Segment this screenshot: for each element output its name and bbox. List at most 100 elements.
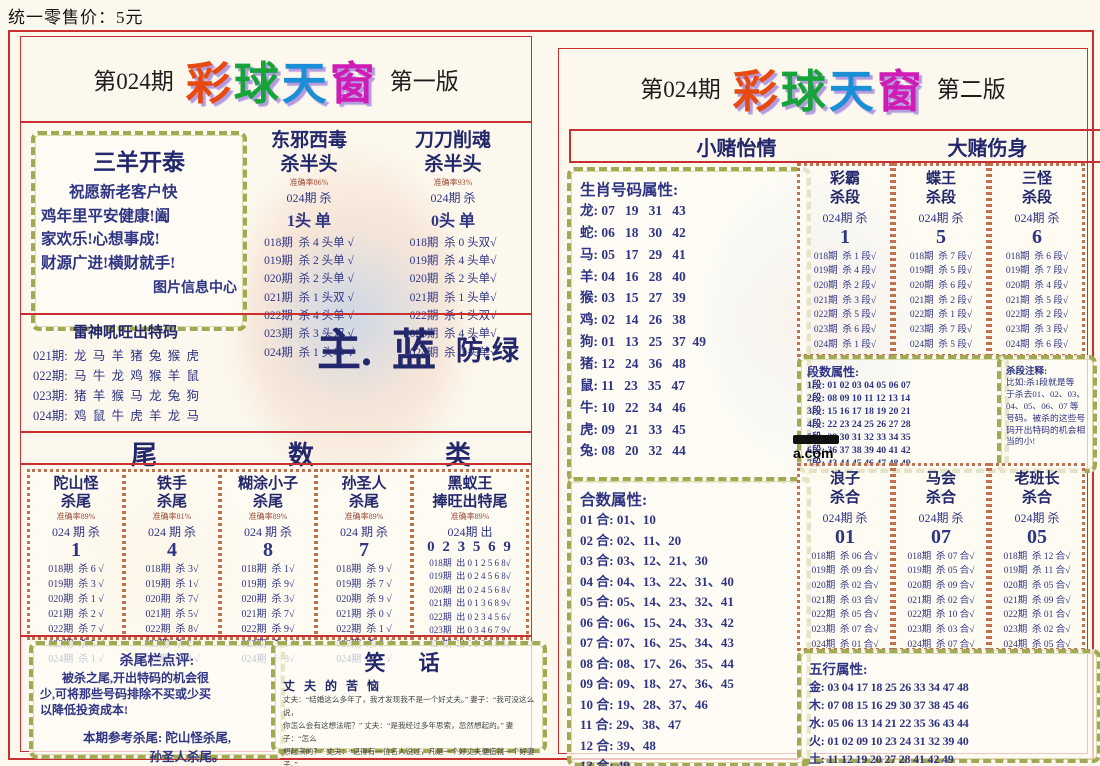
- record-row: 羊: 04 16 28 40: [580, 268, 686, 284]
- record-row: 019期 杀 7 段√: [1005, 266, 1069, 277]
- record-row: 018期 杀 6 √: [48, 564, 104, 575]
- record-row: 021期: 龙 马 羊 猪 兔 猴 虎: [33, 349, 199, 363]
- box-subtitle: 杀段: [1021, 189, 1052, 206]
- current-pick: 05: [1027, 525, 1047, 548]
- box-subtitle: 杀尾: [252, 494, 283, 510]
- record-row: 蛇: 06 18 30 42: [580, 224, 686, 240]
- paper-sheet: 第024期 彩球天窗 第一版 三羊开泰 祝愿新老客户快 鸡年里平安健康!阖 家欢…: [8, 30, 1100, 766]
- greeting-title: 三羊开泰: [93, 150, 185, 175]
- record-row: 023期 杀 3 头双 √: [264, 328, 354, 341]
- record-row: 021期 杀 3 段√: [813, 295, 877, 306]
- record-row: 狗: 01 13 25 37 49: [580, 334, 706, 350]
- record-row: 021期 杀 1 头单√: [409, 291, 497, 304]
- segment-table-title: 段数属性:: [807, 365, 859, 379]
- kill-tail-box: 铁手 杀尾 准确率81% 024 期 杀 4 018期 杀 3√ 019期 杀 …: [123, 469, 221, 665]
- record-row: 020期 杀 02 合√: [811, 580, 879, 591]
- record-row: 08 合: 08、17、26、35、44: [580, 655, 734, 671]
- record-row: 火: 01 02 09 10 23 24 31 32 39 40: [809, 734, 969, 748]
- kill-sum-box: 老班长 杀合 024期 杀 05 018期 杀 12 合√ 019期 杀 11 …: [989, 463, 1085, 651]
- main-color-pick: 蓝: [392, 326, 436, 375]
- zodiac-rows: 龙: 07 19 31 43 蛇: 06 18 30 42 马: 05 17 2…: [580, 200, 798, 462]
- current-issue-label: 024期 杀: [918, 210, 964, 225]
- record-row: 022期 杀 7 √: [48, 624, 104, 635]
- record-row: 3段: 15 16 17 18 19 20 21: [807, 405, 911, 417]
- current-issue-label: 024期 出: [447, 525, 493, 539]
- record-row: 11 合: 29、38、47: [580, 717, 682, 733]
- current-pick: 8: [263, 539, 273, 561]
- watermark-bar: [793, 435, 839, 444]
- kill-sum-box: 浪子 杀合 024期 杀 01 018期 杀 06 合√ 019期 杀 09 合…: [797, 463, 893, 651]
- accuracy-label: 准确率93%: [433, 177, 473, 187]
- record-row: 020期 杀 3√: [241, 594, 295, 605]
- box-subtitle: 杀合: [829, 489, 860, 506]
- record-row: 023期 出 0 3 4 6 7 9√: [429, 625, 511, 636]
- history-rows: 018期 杀 4 头单 √ 019期 杀 2 头单 √ 020期 杀 2 头单 …: [239, 234, 379, 363]
- box-subtitle: 杀尾: [60, 494, 91, 510]
- page-header: 第024期 彩球天窗 第二版: [559, 49, 1087, 125]
- record-row: 020期 杀 09 合√: [907, 580, 975, 591]
- record-row: 10 合: 19、28、37、46: [580, 696, 708, 712]
- record-row: 019期 杀 5 段√: [909, 266, 973, 277]
- current-issue-label: 024期 杀: [1014, 210, 1060, 225]
- box-title: 孙圣人: [341, 476, 387, 492]
- kill-tail-box: 孙圣人 杀尾 准确率89% 024 期 杀 7 018期 杀 9 √ 019期 …: [315, 469, 413, 665]
- record-row: 023期 杀 7 段√: [909, 325, 973, 336]
- thunder-rows: 021期: 龙 马 羊 猪 兔 猴 虎 022期: 马 牛 龙 鸡 猴 羊 鼠 …: [33, 346, 311, 426]
- record-row: 09 合: 09、18、27、36、45: [580, 676, 734, 692]
- current-issue-label: 024 期 杀: [147, 525, 196, 539]
- note-line: 当的小!: [1006, 436, 1036, 447]
- record-row: 金: 03 04 17 18 25 26 33 34 47 48: [809, 680, 969, 694]
- five-elements-rows: 金: 03 04 17 18 25 26 33 34 47 48 木: 07 0…: [809, 678, 1089, 766]
- paper-title: 彩球天窗: [185, 58, 378, 109]
- note-line: 码开出特码的机会相: [1006, 424, 1086, 435]
- record-row: 022期 杀 1 头双√: [409, 310, 497, 323]
- issue-number: 第024期: [93, 69, 174, 94]
- record-row: 019期 杀 4 段√: [813, 266, 877, 277]
- record-row: 024期: 鸡 鼠 牛 虎 羊 龙 马: [33, 409, 199, 423]
- greeting-line: 鸡年里平安健康!阖: [41, 207, 171, 225]
- record-row: 023期 杀 02 合√: [1003, 625, 1071, 636]
- accuracy-label: 准确率89%: [450, 512, 490, 521]
- record-row: 07 合: 07、16、25、34、43: [580, 635, 734, 651]
- kill-tail-box: 糊涂小子 杀尾 准确率89% 024 期 杀 8 018期 杀 1√ 019期 …: [219, 469, 317, 665]
- record-row: 6段: 36 37 38 39 40 41 42: [807, 444, 911, 456]
- record-row: 019期 杀 9√: [241, 579, 295, 590]
- kill-halfhead-column: 刀刀削魂 杀半头 准确率93% 024期 杀 0头 单 018期 杀 0 头双√…: [383, 129, 523, 362]
- guard-color-pick: 防:绿: [456, 336, 519, 366]
- greeting-box: 三羊开泰 祝愿新老客户快 鸡年里平安健康!阖 家欢乐!心想事成! 财源广进!横财…: [31, 131, 247, 331]
- record-row: 020期 杀 4 段√: [1005, 280, 1069, 291]
- record-row: 020期 杀 9 √: [336, 594, 392, 605]
- main-label: 主.: [317, 326, 372, 375]
- motto-banner: 小赌怡情 大赌伤身: [569, 129, 1100, 163]
- record-row: 024期 杀 05 合√: [1003, 639, 1071, 650]
- page-header: 第024期 彩球天窗 第一版: [21, 37, 531, 123]
- box-subtitle: 捧旺出特尾: [432, 494, 508, 510]
- record-row: 019期 出 0 2 4 5 6 8√: [429, 571, 511, 582]
- record-row: 021期 杀 1 头双 √: [264, 291, 354, 304]
- record-row: 020期 杀 05 合√: [1003, 580, 1071, 591]
- five-elements-title: 五行属性:: [809, 662, 868, 677]
- history-rows: 018期 杀 06 合√ 019期 杀 09 合√ 020期 杀 02 合√ 0…: [800, 550, 890, 653]
- current-pick: 07: [931, 525, 951, 548]
- record-row: 021期 杀 0 √: [336, 609, 392, 620]
- record-row: 018期 杀 0 头双√: [409, 236, 497, 249]
- accuracy-label: 准确率86%: [289, 177, 329, 187]
- current-pick: 1: [71, 539, 81, 561]
- box-title: 黑蚁王: [447, 476, 493, 492]
- record-row: 021期 杀 2 √: [48, 609, 104, 620]
- sum-table-title: 合数属性:: [580, 492, 648, 509]
- section-divider: [21, 313, 531, 315]
- kill-segment-box: 三怪 杀段 024期 杀 6 018期 杀 6 段√ 019期 杀 7 段√ 0…: [989, 163, 1085, 357]
- segment-note-box: 杀段注释: 比如:杀1段就是等 于杀去01、02、03、 04、05、06、07…: [997, 355, 1097, 473]
- record-row: 018期 杀 07 合√: [907, 551, 975, 562]
- record-row: 牛: 10 22 34 46: [580, 399, 686, 415]
- kill-segment-box: 彩霸 杀段 024期 杀 1 018期 杀 1 段√ 019期 杀 4 段√ 0…: [797, 163, 893, 357]
- record-row: 019期 杀 3 √: [48, 579, 104, 590]
- current-pick: 6: [1032, 225, 1042, 248]
- current-issue-label: 024期 杀: [918, 510, 964, 525]
- record-row: 鼠: 11 23 35 47: [580, 377, 686, 393]
- box-title: 陀山怪: [53, 476, 99, 492]
- history-rows: 018期 杀 1 段√ 019期 杀 4 段√ 020期 杀 2 段√ 021期…: [800, 250, 890, 353]
- box-subtitle: 杀合: [925, 489, 956, 506]
- record-row: 020期 杀 2 头单 √: [264, 273, 354, 286]
